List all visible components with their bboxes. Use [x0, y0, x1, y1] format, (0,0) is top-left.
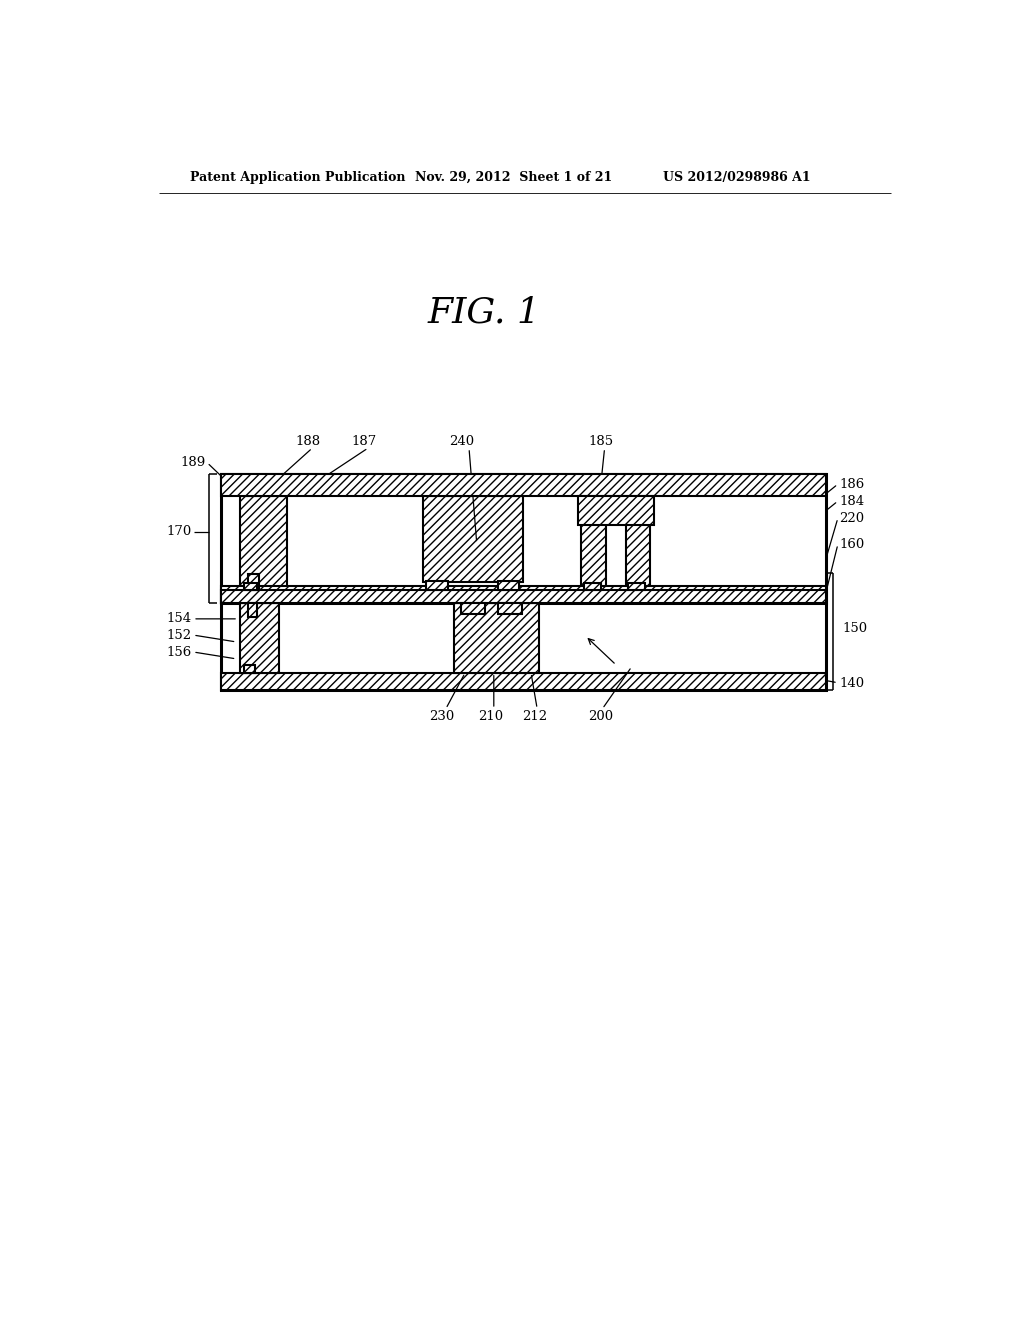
- Text: 210: 210: [478, 710, 503, 723]
- Text: 184: 184: [840, 495, 864, 508]
- Text: 160: 160: [840, 539, 864, 552]
- Bar: [241, 496, 287, 590]
- Text: FIG. 1: FIG. 1: [428, 296, 541, 330]
- Bar: [221, 573, 825, 689]
- Text: 152: 152: [167, 630, 191, 643]
- Bar: [499, 603, 521, 614]
- Text: US 2012/0298986 A1: US 2012/0298986 A1: [663, 172, 810, 185]
- Bar: [245, 665, 255, 673]
- Bar: [584, 582, 601, 590]
- Bar: [578, 495, 654, 525]
- Bar: [248, 603, 257, 618]
- Text: 230: 230: [429, 710, 455, 723]
- Bar: [423, 496, 523, 582]
- Bar: [498, 581, 519, 590]
- Bar: [628, 582, 645, 590]
- Bar: [245, 582, 257, 590]
- Text: 188: 188: [295, 436, 321, 449]
- Bar: [582, 496, 606, 590]
- Bar: [221, 673, 825, 689]
- Bar: [221, 474, 825, 603]
- Text: 170: 170: [166, 525, 191, 539]
- Text: 200: 200: [588, 710, 613, 723]
- Text: 212: 212: [522, 710, 548, 723]
- Bar: [626, 496, 650, 590]
- Text: 240: 240: [449, 436, 474, 449]
- Text: 189: 189: [180, 455, 206, 469]
- Text: Patent Application Publication: Patent Application Publication: [190, 172, 406, 185]
- Bar: [461, 603, 484, 614]
- Text: 150: 150: [843, 622, 867, 635]
- Text: 156: 156: [166, 647, 191, 659]
- Bar: [221, 474, 825, 496]
- Bar: [241, 603, 280, 673]
- Bar: [221, 590, 825, 603]
- Text: 186: 186: [840, 478, 864, 491]
- Text: 187: 187: [352, 436, 377, 449]
- Text: 154: 154: [167, 612, 191, 626]
- Text: Nov. 29, 2012  Sheet 1 of 21: Nov. 29, 2012 Sheet 1 of 21: [415, 172, 612, 185]
- Text: 140: 140: [840, 677, 864, 690]
- Bar: [454, 603, 539, 673]
- Text: 220: 220: [840, 512, 864, 525]
- Bar: [221, 586, 825, 603]
- Bar: [248, 574, 259, 590]
- Bar: [426, 581, 449, 590]
- Text: 185: 185: [588, 436, 613, 449]
